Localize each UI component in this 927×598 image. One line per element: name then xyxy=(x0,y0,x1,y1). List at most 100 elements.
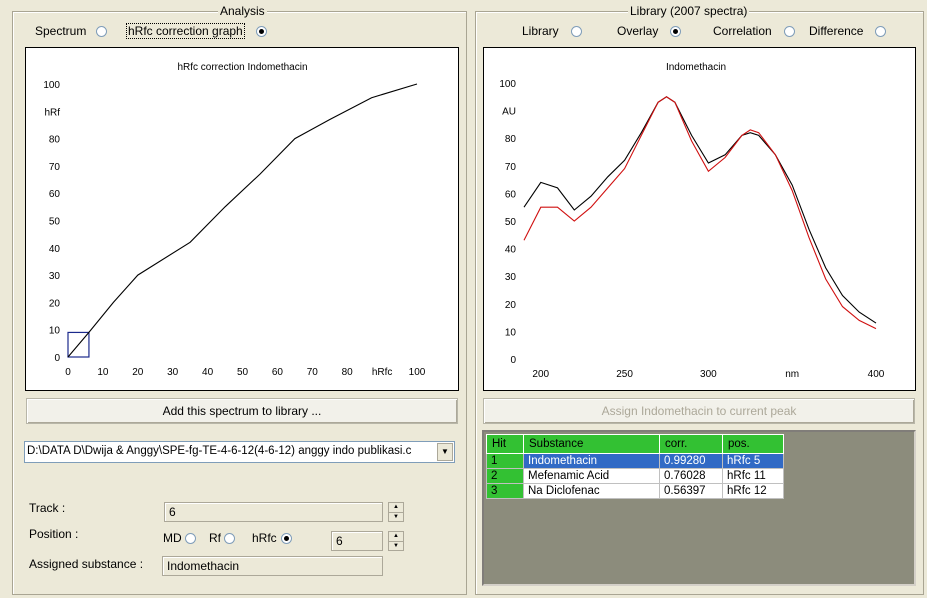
radio-correlation-label: Correlation xyxy=(713,24,772,38)
radio-library[interactable] xyxy=(570,25,582,37)
x-tick-label: 80 xyxy=(342,367,354,378)
x-tick-label: 30 xyxy=(167,367,179,378)
series-line-1 xyxy=(67,83,418,358)
x-tick-label: 0 xyxy=(65,367,71,378)
table-row[interactable]: 2 Mefenamic Acid 0.76028 hRfc 11 xyxy=(486,468,784,484)
y-tick-label: 10 xyxy=(505,327,517,338)
x-tick-label: nm xyxy=(785,369,799,380)
y-tick-label: 40 xyxy=(505,245,517,256)
x-tick-label: 50 xyxy=(237,367,249,378)
y-tick-label: 60 xyxy=(49,189,61,200)
radio-library-label: Library xyxy=(522,24,559,38)
y-tick-label: hRf xyxy=(44,107,60,118)
radio-correlation-row[interactable]: Correlation xyxy=(713,24,795,38)
y-tick-label: 50 xyxy=(49,217,61,228)
x-tick-label: 200 xyxy=(532,369,549,380)
spin-up-icon[interactable]: ▲ xyxy=(389,532,403,542)
hits-header-row: Hit Substance corr. pos. xyxy=(486,434,784,454)
spin-down-icon[interactable]: ▼ xyxy=(393,514,399,520)
x-tick-label: 20 xyxy=(132,367,144,378)
x-tick-label: 250 xyxy=(616,369,633,380)
track-spinner[interactable]: ▲ ▼ xyxy=(388,502,404,522)
radio-library-row[interactable]: Library xyxy=(522,24,582,38)
radio-rf-row[interactable]: Rf xyxy=(209,531,235,545)
y-tick-label: 100 xyxy=(499,79,516,90)
radio-md-row[interactable]: MD xyxy=(163,531,196,545)
position-marker xyxy=(67,331,90,358)
x-tick-label: 70 xyxy=(307,367,319,378)
y-tick-label: 60 xyxy=(505,189,517,200)
series-line-1 xyxy=(523,96,877,324)
y-tick-label: 50 xyxy=(505,217,517,228)
radio-spectrum[interactable] xyxy=(96,25,108,37)
radio-pos-hrfc-label: hRfc xyxy=(252,531,277,545)
position-spinner[interactable]: ▲ ▼ xyxy=(388,531,404,551)
radio-difference-label: Difference xyxy=(809,24,864,38)
table-row[interactable]: 1 Indomethacin 0.99280 hRfc 5 xyxy=(486,453,784,469)
y-tick-label: 20 xyxy=(49,298,61,309)
y-tick-label: 0 xyxy=(510,355,516,366)
radio-difference-row[interactable]: Difference xyxy=(809,24,887,38)
assigned-substance-field: Indomethacin xyxy=(162,556,383,576)
substance-cell: Mefenamic Acid xyxy=(523,468,660,484)
x-tick-label: 400 xyxy=(868,369,885,380)
x-tick-label: 60 xyxy=(272,367,284,378)
radio-overlay[interactable] xyxy=(670,25,682,37)
file-path-text: D:\DATA D\Dwija & Anggy\SPE-fg-TE-4-6-12… xyxy=(27,445,412,457)
pos-cell: hRfc 12 xyxy=(722,483,784,499)
header-substance[interactable]: Substance xyxy=(523,434,660,454)
radio-hrfc-row[interactable]: hRfc correction graph xyxy=(126,23,267,39)
radio-overlay-row[interactable]: Overlay xyxy=(617,24,682,38)
assign-peak-button[interactable]: Assign Indomethacin to current peak xyxy=(483,398,915,424)
y-tick-label: 20 xyxy=(505,300,517,311)
y-tick-label: 70 xyxy=(49,162,61,173)
pos-cell: hRfc 11 xyxy=(722,468,784,484)
file-path-combo[interactable]: D:\DATA D\Dwija & Anggy\SPE-fg-TE-4-6-12… xyxy=(24,441,455,463)
y-tick-label: AU xyxy=(502,107,516,118)
radio-pos-hrfc[interactable] xyxy=(280,532,292,544)
y-tick-label: 40 xyxy=(49,244,61,255)
hrfc-plot-panel: hRfc correction Indomethacin 0 10 20 30 40 50 6… xyxy=(25,47,459,391)
spin-up-icon[interactable]: ▲ xyxy=(389,503,403,513)
radio-hrfc[interactable] xyxy=(255,25,267,37)
x-tick-label: hRfc xyxy=(372,367,393,378)
header-corr[interactable]: corr. xyxy=(659,434,723,454)
pos-cell: hRfc 5 xyxy=(722,453,784,469)
track-field[interactable]: 6 xyxy=(164,502,383,522)
header-pos[interactable]: pos. xyxy=(722,434,784,454)
y-tick-label: 10 xyxy=(49,326,61,337)
x-tick-label: 10 xyxy=(97,367,109,378)
radio-correlation[interactable] xyxy=(783,25,795,37)
hrfc-chart: hRfc correction Indomethacin 0 10 20 30 40 50 6… xyxy=(43,62,426,378)
radio-rf[interactable] xyxy=(224,532,235,544)
position-field[interactable]: 6 xyxy=(331,531,383,551)
add-spectrum-button[interactable]: Add this spectrum to library ... xyxy=(26,398,458,424)
hit-cell: 1 xyxy=(486,453,524,469)
header-hit[interactable]: Hit xyxy=(486,434,524,454)
radio-md[interactable] xyxy=(184,532,196,544)
assigned-label: Assigned substance : xyxy=(29,557,144,571)
y-tick-label: 70 xyxy=(505,162,517,173)
radio-spectrum-label: Spectrum xyxy=(35,24,87,38)
chart-title: hRfc correction Indomethacin xyxy=(177,62,307,73)
radio-pos-hrfc-row[interactable]: hRfc xyxy=(252,531,292,545)
corr-cell: 0.76028 xyxy=(659,468,723,484)
hits-table: Hit Substance corr. pos. 1 Indomethacin … xyxy=(486,434,784,499)
radio-md-label: MD xyxy=(163,531,182,545)
chart-title: Indomethacin xyxy=(666,62,726,73)
x-tick-label: 300 xyxy=(700,369,717,380)
analysis-group: Analysis xyxy=(12,4,467,595)
radio-rf-label: Rf xyxy=(209,531,221,545)
chevron-down-icon[interactable]: ▼ xyxy=(437,443,453,461)
x-tick-label: 100 xyxy=(409,367,426,378)
radio-difference[interactable] xyxy=(875,25,887,37)
library-group: Library (2007 spectra) xyxy=(475,4,924,595)
hits-table-panel: Hit Substance corr. pos. 1 Indomethacin … xyxy=(482,430,916,586)
spin-down-icon[interactable]: ▼ xyxy=(393,543,399,549)
radio-spectrum-row[interactable]: Spectrum xyxy=(35,24,108,38)
spectrum-plot-panel: Indomethacin 0 10 20 30 40 50 60 70 80 AU 100 200 250… xyxy=(483,47,916,391)
table-row[interactable]: 3 Na Diclofenac 0.56397 hRfc 12 xyxy=(486,483,784,499)
spectrum-chart: Indomethacin 0 10 20 30 40 50 60 70 80 AU 100 200 250… xyxy=(499,62,885,380)
radio-hrfc-label: hRfc correction graph xyxy=(126,23,245,39)
y-tick-label: 80 xyxy=(49,135,61,146)
